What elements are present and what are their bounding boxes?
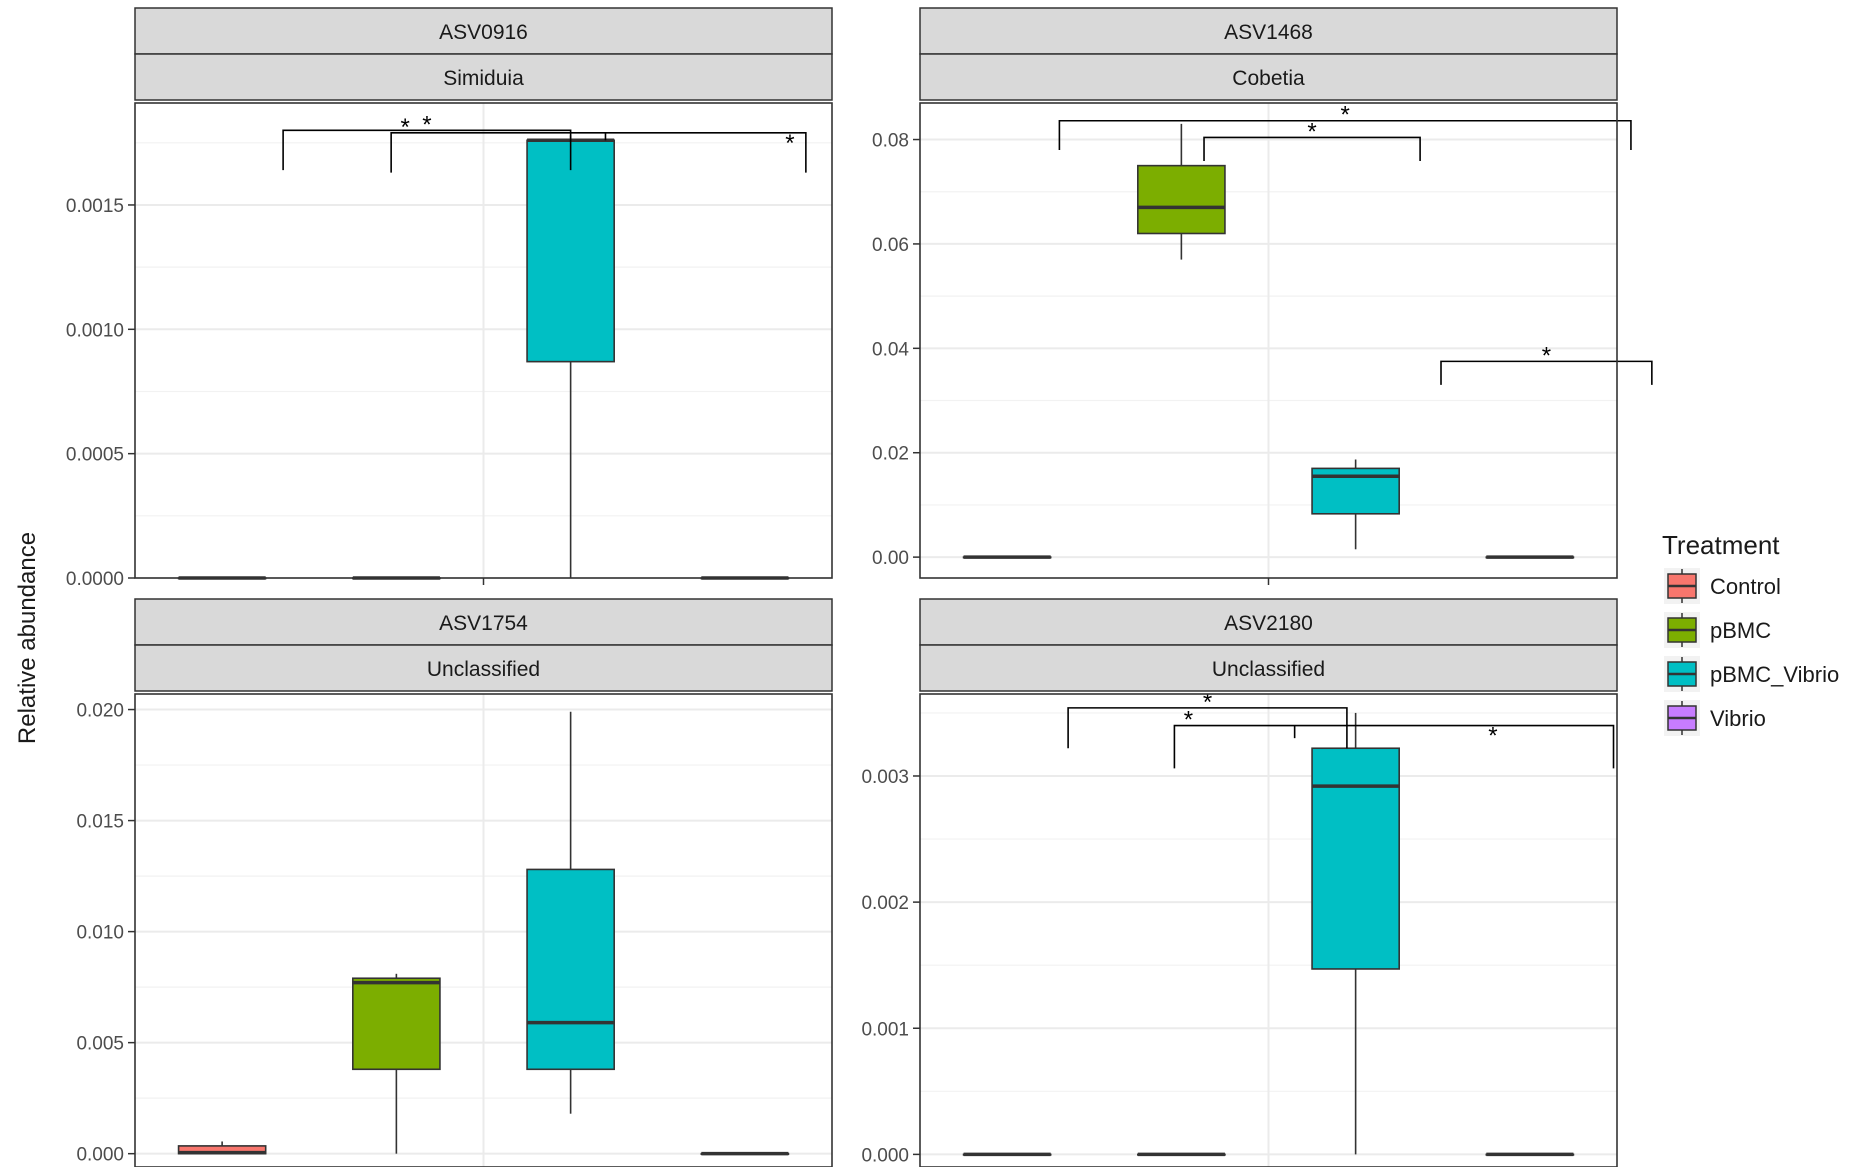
panel-asv0916: ASV0916 Simiduia 0.0000 0.0005 0.0010 0.0015 *… <box>66 7 833 590</box>
y-tick-label: 0.04 <box>872 339 909 360</box>
box-vibrio <box>1485 555 1575 559</box>
strip-top <box>919 7 1618 55</box>
y-axis-label: Relative abundance <box>14 532 41 744</box>
significance-bracket: * <box>1067 689 1348 749</box>
y-tick-label: 0.00 <box>872 548 909 569</box>
strip-bottom-label: Cobetia <box>1232 67 1305 90</box>
y-tick-label: 0.02 <box>872 444 909 465</box>
y-tick-label: 0.002 <box>861 893 909 914</box>
legend-item-vibrio: Vibrio <box>1664 700 1766 736</box>
strip-top-label: ASV2180 <box>1224 612 1313 635</box>
significance-label: * <box>422 111 431 138</box>
bracket-line <box>1058 119 1632 150</box>
box-vibrio <box>700 1151 790 1156</box>
y-tick-label: 0.000 <box>76 1145 124 1166</box>
panel-border <box>134 102 833 579</box>
strip-top <box>919 598 1618 646</box>
box-control <box>177 1141 267 1155</box>
significance-label: * <box>785 130 794 157</box>
bracket-line <box>1067 707 1348 749</box>
legend-item-pbmc: pBMC <box>1664 612 1771 648</box>
significance-label: * <box>1307 118 1316 145</box>
legend: Treatment Control pBMC pBMC_Vibrio Vibrio <box>1662 530 1839 736</box>
y-tick-label: 0.06 <box>872 235 909 256</box>
y-tick-label: 0.001 <box>861 1019 909 1040</box>
strip-bottom <box>919 644 1618 692</box>
significance-label: * <box>1203 689 1212 716</box>
y-tick-label: 0.015 <box>76 812 124 833</box>
strip-top <box>134 598 833 646</box>
significance-bracket: * <box>1203 118 1421 161</box>
significance-bracket: * <box>1440 342 1653 385</box>
legend-item-control: Control <box>1664 568 1781 604</box>
y-tick-label: 0.020 <box>76 701 124 722</box>
strip-bottom <box>134 53 833 101</box>
box-control <box>962 1152 1052 1157</box>
strip-top-label: ASV1468 <box>1224 21 1313 44</box>
legend-item-pbmc_vibrio: pBMC_Vibrio <box>1664 656 1839 692</box>
panel-asv1754: ASV1754 Unclassified 0.000 0.005 0.010 0.015 0… <box>76 598 833 1172</box>
bracket-line <box>1173 724 1615 769</box>
box-iqr <box>526 139 615 363</box>
strip-bottom-label: Unclassified <box>1212 658 1325 681</box>
bracket-line <box>282 129 572 171</box>
significance-bracket: * <box>390 114 807 173</box>
y-tick-label: 0.005 <box>76 1034 124 1055</box>
legend-label: Control <box>1710 574 1781 599</box>
significance-bracket: * <box>282 111 572 171</box>
box-iqr <box>526 868 615 1071</box>
y-tick-label: 0.0005 <box>66 445 124 466</box>
box-pbmc_vibrio <box>1311 712 1400 1155</box>
y-tick-label: 0.000 <box>861 1145 909 1166</box>
y-tick-label: 0.0000 <box>66 569 124 590</box>
box-iqr <box>1311 747 1400 970</box>
legend-label: pBMC_Vibrio <box>1710 662 1839 687</box>
strip-bottom <box>919 53 1618 101</box>
strip-bottom-label: Unclassified <box>427 658 540 681</box>
significance-label: * <box>1184 707 1193 734</box>
significance-bracket: * <box>1058 102 1632 150</box>
strip-top <box>134 7 833 55</box>
box-control <box>962 555 1052 559</box>
panel-border <box>919 102 1618 579</box>
box-pbmc_vibrio <box>1311 459 1400 550</box>
y-tick-label: 0.0010 <box>66 320 124 341</box>
strip-top-label: ASV1754 <box>439 612 528 635</box>
box-iqr <box>352 977 441 1071</box>
significance-label: * <box>1488 723 1497 750</box>
legend-title: Treatment <box>1662 530 1780 560</box>
significance-label: * <box>1340 102 1349 129</box>
bracket-line <box>390 132 807 173</box>
box-pbmc <box>352 973 441 1154</box>
significance-label: * <box>400 114 409 141</box>
significance-bracket: * <box>1173 707 1615 769</box>
strip-bottom-label: Simiduia <box>443 67 524 90</box>
y-tick-label: 0.08 <box>872 131 909 152</box>
legend-label: Vibrio <box>1710 706 1766 731</box>
strip-top-label: ASV0916 <box>439 21 528 44</box>
strip-bottom <box>134 644 833 692</box>
box-iqr <box>1137 164 1226 235</box>
bracket-line <box>1440 360 1653 385</box>
bracket-line <box>1203 136 1421 161</box>
panel-asv1468: ASV1468 Cobetia 0.00 0.02 0.04 0.06 0.08 * * * <box>872 7 1653 585</box>
panel-asv2180: ASV2180 Unclassified 0.000 0.001 0.002 0.003 *… <box>861 598 1618 1172</box>
box-vibrio <box>1485 1152 1575 1157</box>
significance-label: * <box>1542 342 1551 369</box>
y-tick-label: 0.0015 <box>66 196 124 217</box>
y-tick-label: 0.003 <box>861 767 909 788</box>
box-pbmc_vibrio <box>526 711 615 1114</box>
box-pbmc <box>1137 123 1226 260</box>
legend-label: pBMC <box>1710 618 1771 643</box>
y-tick-label: 0.010 <box>76 923 124 944</box>
box-pbmc <box>1137 1152 1226 1157</box>
